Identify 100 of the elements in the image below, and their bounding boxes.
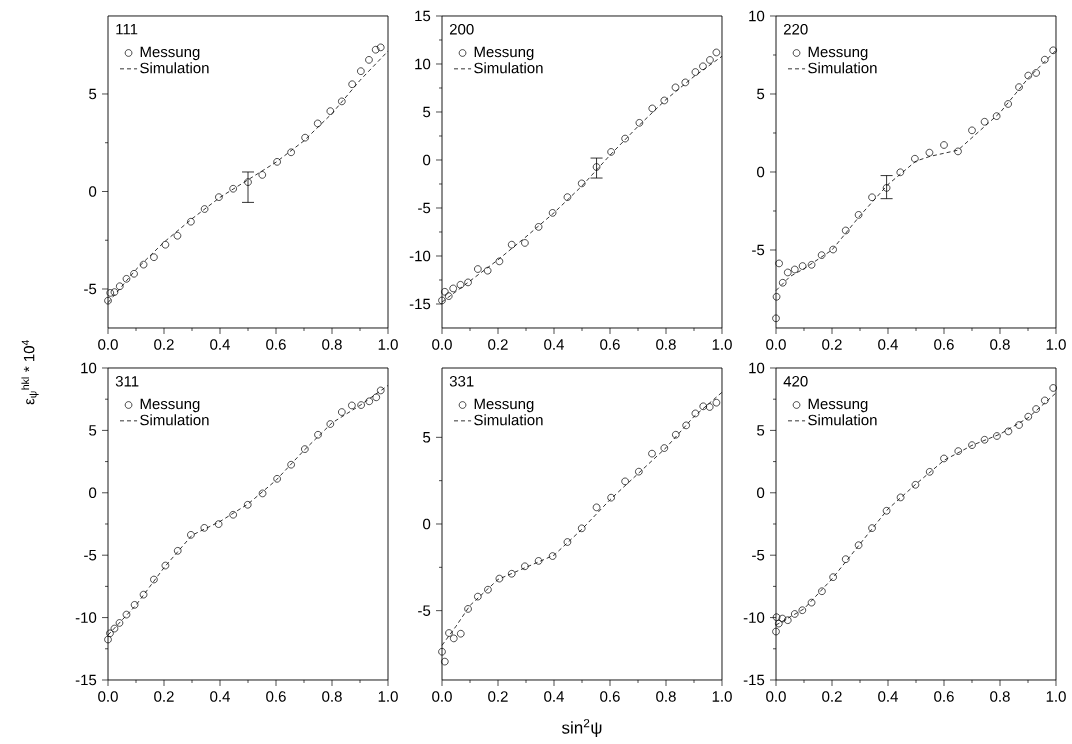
point xyxy=(854,211,863,219)
y-tick-label: -15 xyxy=(75,674,97,686)
y-tick-label: -5 xyxy=(84,283,97,295)
legend-label: Simulation xyxy=(140,414,209,426)
legend-label: Simulation xyxy=(474,62,543,74)
x-tick-label: 0.6 xyxy=(266,339,286,350)
point xyxy=(445,629,453,637)
point xyxy=(968,441,976,449)
x-tick-label: 0.2 xyxy=(154,691,174,702)
x-tick-label: 1.0 xyxy=(378,691,398,702)
x-tick-label: 0.8 xyxy=(322,691,342,702)
point xyxy=(868,193,876,202)
point xyxy=(1032,405,1040,413)
point xyxy=(464,605,472,613)
y-tick-label: 10 xyxy=(749,10,765,22)
point xyxy=(110,624,119,633)
y-tick-label: 10 xyxy=(749,362,765,374)
point xyxy=(301,133,309,142)
y-tick-label: 0 xyxy=(89,186,97,197)
point xyxy=(273,158,281,166)
point xyxy=(474,592,482,601)
y-tick-label: 15 xyxy=(415,10,431,22)
point xyxy=(441,657,449,666)
y-tick-label: 10 xyxy=(81,362,97,374)
point xyxy=(122,610,131,619)
point xyxy=(365,397,373,406)
point xyxy=(1041,396,1049,405)
point xyxy=(495,257,504,266)
x-tick-label: 1.0 xyxy=(1046,691,1066,702)
point xyxy=(314,431,322,439)
point xyxy=(450,634,458,643)
point xyxy=(699,62,707,71)
point xyxy=(648,104,657,113)
x-tick-label: 0.0 xyxy=(432,691,452,702)
point xyxy=(187,217,195,226)
x-tick-label: 0.4 xyxy=(544,691,564,702)
x-tick-label: 0.6 xyxy=(600,691,620,702)
point xyxy=(621,477,629,486)
chart-title: 111 xyxy=(116,23,138,35)
y-tick-label: -10 xyxy=(409,250,431,262)
y-tick-label: 0 xyxy=(89,487,97,499)
x-tick-label: 1.0 xyxy=(712,339,732,350)
point xyxy=(563,538,572,546)
x-tick-label: 0.4 xyxy=(210,691,230,702)
point xyxy=(1032,69,1040,77)
x-axis-title: sin$^{2}$ψ xyxy=(561,718,602,738)
x-tick-label: 1.0 xyxy=(712,691,732,702)
point xyxy=(635,119,644,127)
point xyxy=(548,552,557,560)
point xyxy=(229,511,237,519)
point xyxy=(258,171,267,179)
point xyxy=(691,68,700,76)
point xyxy=(854,541,863,549)
point xyxy=(161,561,170,570)
y-tick-label: -10 xyxy=(743,612,765,623)
point xyxy=(896,168,905,177)
point xyxy=(313,119,322,128)
point xyxy=(438,296,446,305)
point xyxy=(954,447,963,455)
point xyxy=(778,279,787,287)
point xyxy=(106,629,114,638)
point xyxy=(712,398,721,407)
x-tick-label: 0.8 xyxy=(990,339,1010,350)
point xyxy=(348,401,356,410)
y-tick-label: -15 xyxy=(409,298,431,310)
point xyxy=(287,460,295,469)
point xyxy=(784,616,792,624)
x-tick-label: 1.0 xyxy=(1046,339,1066,350)
point xyxy=(791,610,799,618)
point xyxy=(829,573,837,581)
y-tick-label: 5 xyxy=(423,106,431,118)
point xyxy=(778,614,787,623)
point xyxy=(484,585,492,594)
point xyxy=(214,520,223,528)
point xyxy=(507,569,516,578)
y-tick-label: -15 xyxy=(743,674,765,686)
point xyxy=(775,619,783,628)
y-tick-label: 0 xyxy=(757,166,765,178)
point xyxy=(807,598,816,607)
y-tick-label: -5 xyxy=(84,549,97,561)
point xyxy=(940,141,948,149)
point xyxy=(548,209,557,217)
x-tick-label: 0.8 xyxy=(656,691,676,702)
chart-title: 220 xyxy=(783,23,808,35)
point xyxy=(534,557,543,565)
legend-label: Messung xyxy=(140,398,200,413)
point xyxy=(868,524,876,532)
x-tick-label: 0.4 xyxy=(544,339,564,350)
point xyxy=(441,288,449,296)
y-tick-label: -5 xyxy=(752,244,765,256)
x-tick-label: 0.0 xyxy=(766,339,786,350)
legend-label: Messung xyxy=(474,46,534,61)
point xyxy=(243,501,252,509)
point xyxy=(817,251,826,259)
point xyxy=(150,575,158,584)
point xyxy=(660,96,669,105)
point xyxy=(993,432,1001,440)
point xyxy=(130,270,138,278)
point xyxy=(449,284,457,293)
x-tick-label: 0.6 xyxy=(266,691,286,702)
